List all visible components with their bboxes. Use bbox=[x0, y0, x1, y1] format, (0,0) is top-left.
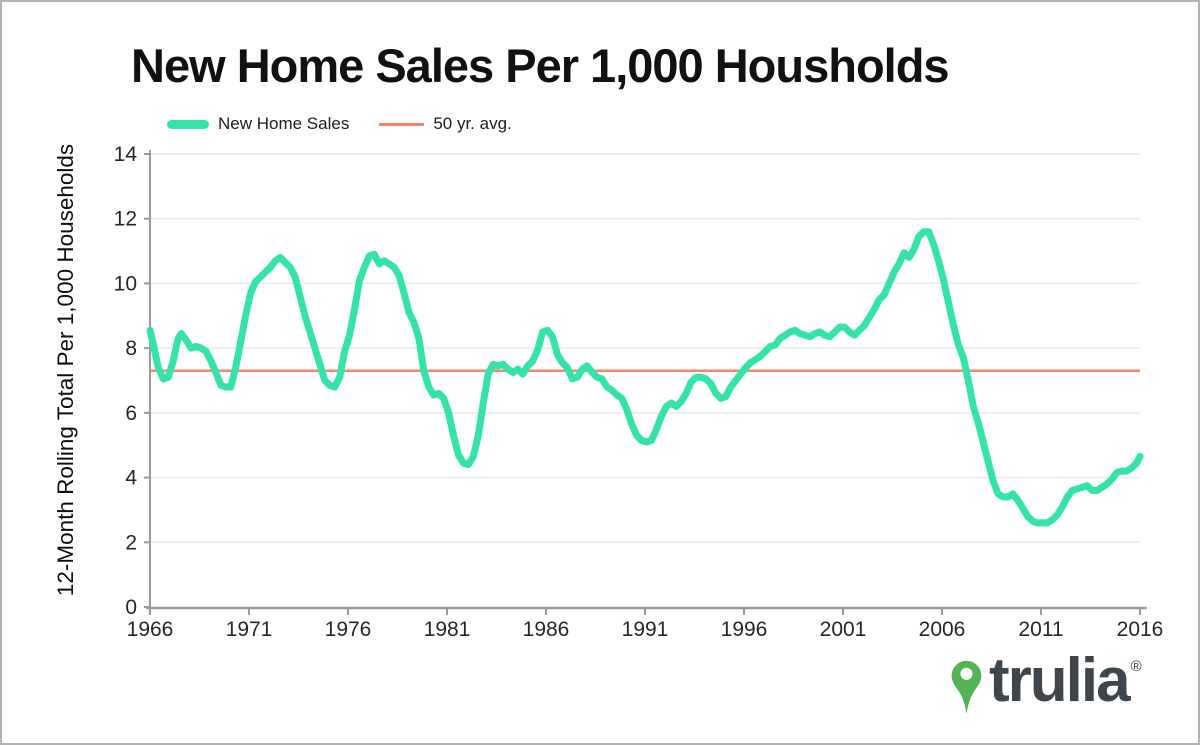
svg-text:2: 2 bbox=[125, 531, 137, 554]
legend-label-new-home-sales: New Home Sales bbox=[218, 114, 350, 133]
svg-text:1996: 1996 bbox=[721, 618, 768, 641]
svg-text:8: 8 bbox=[125, 337, 137, 360]
svg-text:1971: 1971 bbox=[226, 618, 273, 641]
svg-text:4: 4 bbox=[125, 467, 137, 490]
legend-swatch-new-home-sales bbox=[167, 119, 209, 129]
registered-mark: ® bbox=[1130, 658, 1142, 675]
svg-text:2011: 2011 bbox=[1018, 618, 1063, 641]
svg-text:14: 14 bbox=[114, 143, 138, 166]
chart-title: New Home Sales Per 1,000 Housholds bbox=[131, 39, 950, 92]
legend-swatch-50yr-avg bbox=[379, 122, 425, 126]
svg-text:0: 0 bbox=[125, 596, 137, 619]
svg-text:1976: 1976 bbox=[325, 618, 372, 641]
svg-text:12: 12 bbox=[114, 208, 137, 231]
svg-text:1991: 1991 bbox=[622, 618, 669, 641]
map-pin-icon bbox=[951, 660, 982, 715]
trulia-logo: trulia ® bbox=[950, 650, 1142, 715]
legend-label-50yr-avg: 50 yr. avg. bbox=[433, 114, 512, 133]
svg-text:6: 6 bbox=[125, 402, 137, 425]
svg-text:1986: 1986 bbox=[523, 618, 570, 641]
svg-text:2006: 2006 bbox=[919, 618, 966, 641]
svg-text:1981: 1981 bbox=[424, 618, 471, 641]
svg-text:1966: 1966 bbox=[127, 618, 174, 641]
svg-text:2001: 2001 bbox=[820, 618, 867, 641]
logo-text: trulia bbox=[989, 646, 1131, 715]
svg-text:10: 10 bbox=[114, 272, 137, 295]
svg-text:2016: 2016 bbox=[1117, 618, 1164, 641]
legend: New Home Sales 50 yr. avg. bbox=[167, 112, 512, 136]
